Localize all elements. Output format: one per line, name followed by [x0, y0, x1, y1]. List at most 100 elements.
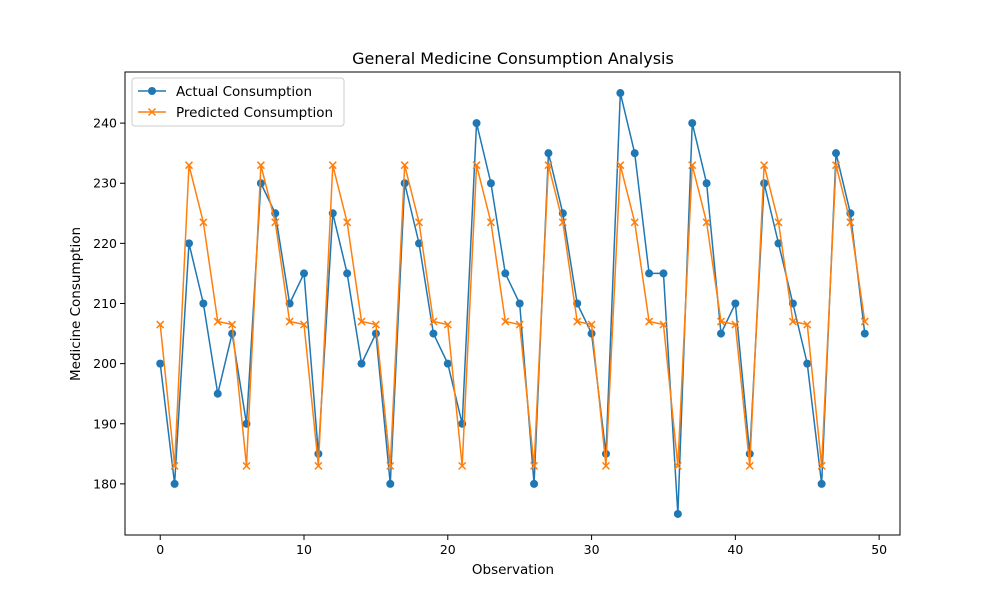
data-point	[486, 179, 495, 188]
data-point	[688, 161, 697, 170]
data-point	[702, 179, 711, 188]
data-point	[774, 239, 783, 248]
legend-frame	[131, 77, 345, 127]
data-point	[386, 479, 395, 488]
data-point	[429, 329, 438, 338]
data-point	[702, 218, 711, 227]
data-point	[616, 161, 625, 170]
data-point	[242, 461, 251, 470]
data-point	[716, 317, 726, 326]
x-axis: 0 10 20 30 40 50	[156, 535, 887, 557]
data-point	[300, 269, 309, 278]
data-point	[472, 161, 481, 170]
data-point	[343, 218, 352, 227]
data-point	[645, 269, 654, 278]
x-tick-label: 0	[156, 542, 164, 557]
data-point	[774, 218, 783, 227]
series-line-predicted-consumption	[159, 164, 866, 467]
x-tick-label: 20	[440, 542, 456, 557]
x-tick-label: 10	[296, 542, 312, 557]
x-tick-label: 50	[871, 542, 887, 557]
data-point	[314, 461, 323, 470]
data-point	[271, 218, 280, 227]
data-point	[443, 359, 452, 368]
y-tick-label: 190	[93, 416, 117, 431]
data-point	[573, 317, 582, 326]
legend: Actual Consumption Predicted Consumption	[131, 77, 345, 127]
data-point	[716, 329, 725, 338]
data-point	[213, 317, 222, 326]
data-point	[832, 149, 841, 158]
data-point	[544, 161, 553, 170]
data-point	[429, 317, 438, 326]
legend-label: Predicted Consumption	[176, 105, 333, 121]
data-point	[601, 461, 610, 470]
y-tick-label: 230	[93, 176, 117, 191]
data-point	[860, 329, 869, 338]
series-predicted-consumption	[156, 161, 869, 470]
y-axis: 180 190 200 210 220 230 240	[93, 116, 125, 491]
data-point	[501, 317, 510, 326]
data-point	[386, 461, 395, 470]
x-axis-label: Observation	[472, 562, 554, 578]
data-point	[184, 161, 194, 170]
data-point	[515, 320, 524, 329]
data-point	[860, 317, 869, 326]
y-tick-label: 180	[93, 476, 117, 491]
legend-marker	[148, 87, 156, 95]
data-point	[371, 329, 380, 338]
data-point	[170, 479, 179, 488]
data-point	[745, 461, 754, 470]
data-point	[803, 359, 812, 368]
data-point	[530, 479, 539, 488]
data-point	[443, 320, 452, 329]
data-point	[817, 479, 826, 488]
series-layer	[156, 89, 869, 518]
data-point	[199, 218, 208, 227]
data-point	[156, 359, 165, 368]
data-point	[788, 317, 797, 326]
data-point	[170, 461, 179, 470]
data-point	[400, 161, 409, 170]
data-point	[803, 320, 812, 329]
data-point	[558, 218, 567, 227]
chart-title: General Medicine Consumption Analysis	[352, 49, 674, 68]
data-point	[458, 461, 467, 470]
data-point	[400, 179, 409, 188]
data-point	[673, 509, 682, 518]
legend-item: Predicted Consumption	[138, 105, 333, 121]
data-point	[415, 239, 424, 248]
data-point	[501, 269, 510, 278]
data-point	[831, 161, 841, 170]
data-point	[371, 320, 380, 329]
y-tick-label: 220	[93, 236, 117, 251]
data-point	[659, 320, 668, 329]
legend-item: Actual Consumption	[138, 84, 312, 100]
data-point	[299, 320, 309, 329]
data-point	[328, 161, 337, 170]
data-point	[472, 119, 481, 128]
data-point	[587, 329, 596, 338]
data-point	[285, 317, 294, 326]
data-point	[199, 299, 208, 308]
data-point	[630, 218, 639, 227]
data-point	[228, 320, 237, 329]
data-point	[760, 161, 769, 170]
data-point	[616, 89, 625, 98]
y-tick-label: 200	[93, 356, 117, 371]
data-point	[486, 218, 495, 227]
data-point	[256, 179, 265, 188]
series-line-actual-consumption	[159, 92, 866, 515]
data-point	[213, 389, 222, 398]
data-point	[731, 320, 740, 329]
data-point	[530, 461, 539, 470]
legend-label: Actual Consumption	[176, 84, 312, 100]
data-point	[645, 317, 654, 326]
data-point	[228, 329, 237, 338]
data-point	[817, 461, 826, 470]
data-point	[760, 179, 769, 188]
y-tick-label: 240	[93, 116, 117, 131]
legend-marker	[147, 107, 157, 117]
data-point	[587, 320, 596, 329]
data-point	[846, 218, 855, 227]
